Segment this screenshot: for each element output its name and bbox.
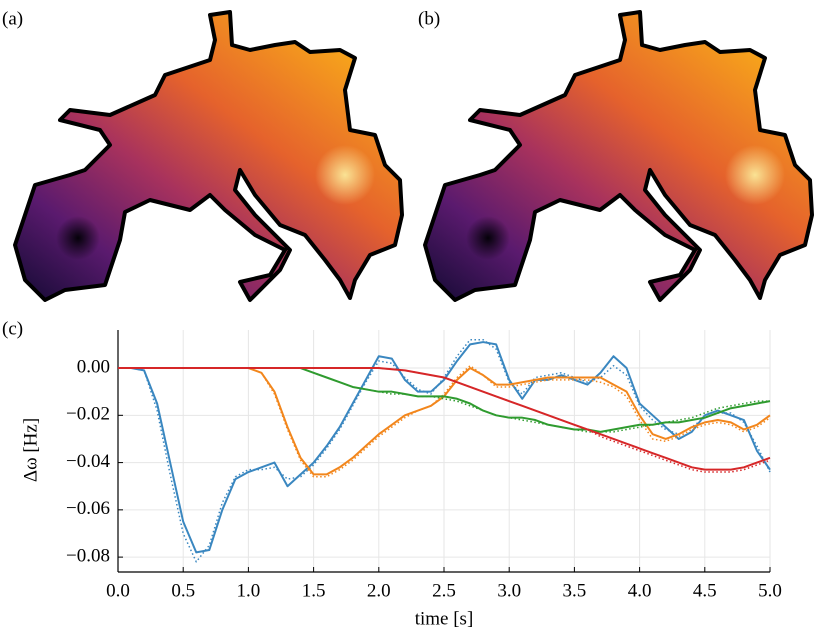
panel-label: (b) [418,8,440,29]
x-tick-label: 4.0 [628,580,652,601]
map-a [13,10,404,302]
y-tick-label: −0.06 [66,498,110,519]
x-tick-label: 1.0 [237,580,261,601]
x-tick-label: 0.0 [106,580,130,601]
series-line [118,338,771,563]
x-tick-label: 5.0 [758,580,782,601]
x-tick-label: 1.5 [302,580,326,601]
map-b [423,10,814,302]
y-tick-label: 0.00 [77,356,110,377]
x-axis-label: time [s] [415,608,474,629]
x-tick-label: 2.0 [367,580,391,601]
x-tick-label: 2.5 [432,580,456,601]
y-tick-label: −0.04 [66,451,110,472]
y-axis-label: Δω [Hz] [20,418,41,482]
y-tick-label: −0.02 [66,404,110,425]
series-line [118,367,771,473]
x-tick-label: 3.5 [563,580,587,601]
panel-label: (c) [2,318,23,339]
x-tick-label: 4.5 [693,580,717,601]
y-tick-label: −0.08 [66,545,110,566]
x-tick-label: 0.5 [171,580,195,601]
plot-area: 0.0 0.5 1.0 1.5 2.0 2.5 3.0 3.5 4.0 4.5 5.0 0.00 −0.… [66,330,782,601]
panel-label: (a) [2,8,23,29]
x-tick-label: 3.0 [497,580,521,601]
